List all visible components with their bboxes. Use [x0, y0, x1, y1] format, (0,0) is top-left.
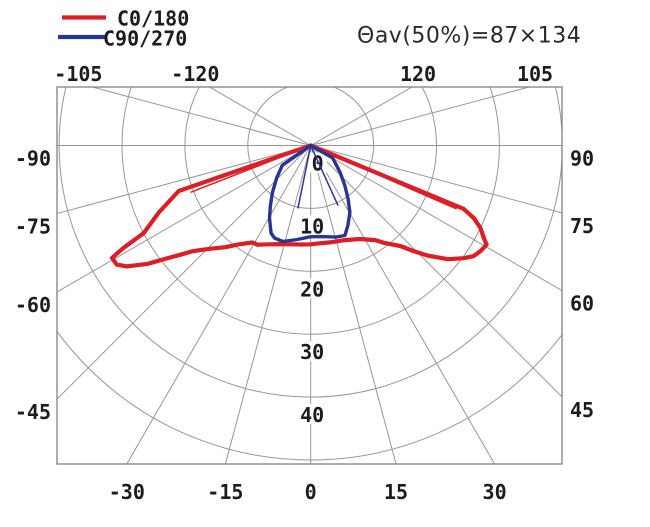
- radial-label-halo-40: [297, 404, 328, 425]
- grid-angle-line-30: [310, 145, 496, 464]
- grid-angle-line-15: [310, 145, 397, 464]
- radial-axis-label-0: 0: [312, 152, 324, 176]
- curve-c90-270: [267, 143, 352, 244]
- angle-label-left--45: -45: [15, 400, 51, 424]
- curve-spike-0-1: [310, 144, 457, 210]
- curve-c0-180: [109, 143, 489, 269]
- radial-label-halo-20: [297, 278, 328, 299]
- plot-frame: [56, 86, 563, 465]
- radial-axis-label-40: 40: [300, 403, 324, 427]
- angle-label-right-90: 90: [570, 147, 594, 171]
- grid-angle-line--105: [90, 87, 311, 146]
- radial-axis-labels: 0 10 20 30 40: [297, 152, 328, 427]
- legend-label-c90-270: C90/270: [103, 27, 187, 51]
- grid-angle-line--15: [224, 145, 312, 464]
- angle-label-top--120: -120: [171, 62, 219, 86]
- angle-label-left--60: -60: [15, 293, 51, 317]
- grid-angle-line-120: [310, 87, 414, 146]
- radial-axis-label-30: 30: [300, 340, 324, 364]
- curve-spike-1-1: [310, 145, 339, 206]
- grid-angle-line--30: [126, 145, 312, 464]
- angle-label-top-105: 105: [517, 62, 553, 86]
- grid-angle-line-45: [310, 145, 562, 398]
- angle-label-bottom--30: -30: [109, 480, 145, 504]
- angle-label-top-120: 120: [400, 62, 436, 86]
- radial-axis-label-20: 20: [300, 277, 324, 301]
- angle-label-right-75: 75: [570, 214, 594, 238]
- grid-angle-line-75: [310, 145, 562, 214]
- curve-spike-1-0: [297, 145, 312, 209]
- grid-angle-line-105: [310, 87, 531, 146]
- grid-angle-line--60: [57, 145, 311, 293]
- angle-label-right-45: 45: [570, 398, 594, 422]
- grid-angle-line--75: [57, 145, 311, 214]
- angle-label-right-60: 60: [570, 292, 594, 316]
- intensity-curves: [109, 143, 489, 269]
- angle-axis-labels: -105 -120 120 105 -90 -75 -60 -45 90 75 60 45 -30 -15…: [15, 62, 594, 504]
- angle-label-left--75: -75: [15, 214, 51, 238]
- angle-label-left--90: -90: [15, 147, 51, 171]
- radial-axis-label-10: 10: [300, 214, 324, 238]
- grid-angle-line--45: [57, 145, 312, 400]
- angle-label-bottom-30: 30: [483, 480, 507, 504]
- angle-label-bottom-0: 0: [305, 480, 317, 504]
- radial-label-halo-10: [297, 215, 328, 236]
- beam-angle-annotation: Θav(50%)=87×134: [357, 24, 581, 49]
- radial-label-halo-30: [297, 341, 328, 362]
- angle-label-bottom-15: 15: [384, 480, 408, 504]
- grid-angle-line-60: [310, 145, 562, 292]
- curve-spike-0-0: [190, 144, 311, 194]
- angle-label-bottom--15: -15: [207, 480, 243, 504]
- legend-label-c0-180: C0/180: [117, 7, 189, 31]
- angle-label-top--105: -105: [54, 62, 102, 86]
- legend: C0/180 C90/270: [58, 7, 189, 51]
